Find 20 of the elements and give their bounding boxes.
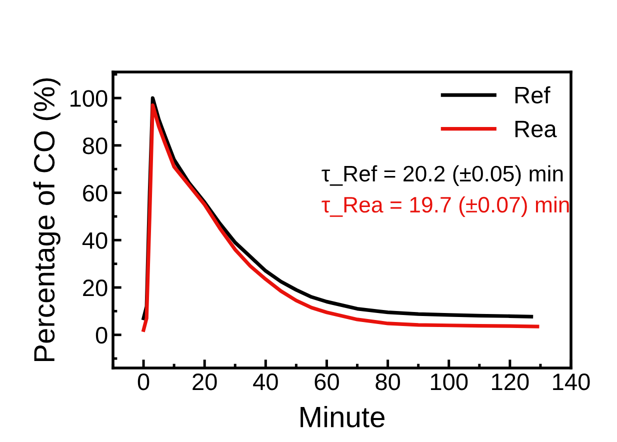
- y-tick-label: 100: [70, 90, 108, 107]
- y-tick-label: 0: [96, 326, 108, 344]
- y-axis-title: Percentage of CO (%): [33, 78, 60, 362]
- annotation: τ_Ref = 20.2 (±0.05) min: [322, 165, 563, 186]
- x-tick-label: 120: [492, 373, 529, 390]
- legend-label: Rea: [515, 120, 557, 138]
- x-tick-label: 140: [553, 373, 590, 390]
- x-tick-label: 60: [314, 373, 339, 390]
- x-tick-label: 80: [376, 373, 400, 390]
- annotation: τ_Rea = 19.7 (±0.07) min: [322, 196, 569, 218]
- x-tick-label: 20: [192, 373, 217, 390]
- x-tick-label: 100: [430, 373, 468, 390]
- y-tick-label: 40: [82, 232, 108, 249]
- y-tick-label: 20: [83, 280, 108, 296]
- x-tick-label: 0: [138, 373, 150, 390]
- legend-label: Ref: [515, 86, 550, 104]
- y-tick-label: 80: [82, 137, 108, 154]
- y-tick-label: 60: [83, 184, 108, 202]
- x-tick-label: 40: [253, 373, 278, 390]
- x-axis-title: Minute: [300, 406, 384, 428]
